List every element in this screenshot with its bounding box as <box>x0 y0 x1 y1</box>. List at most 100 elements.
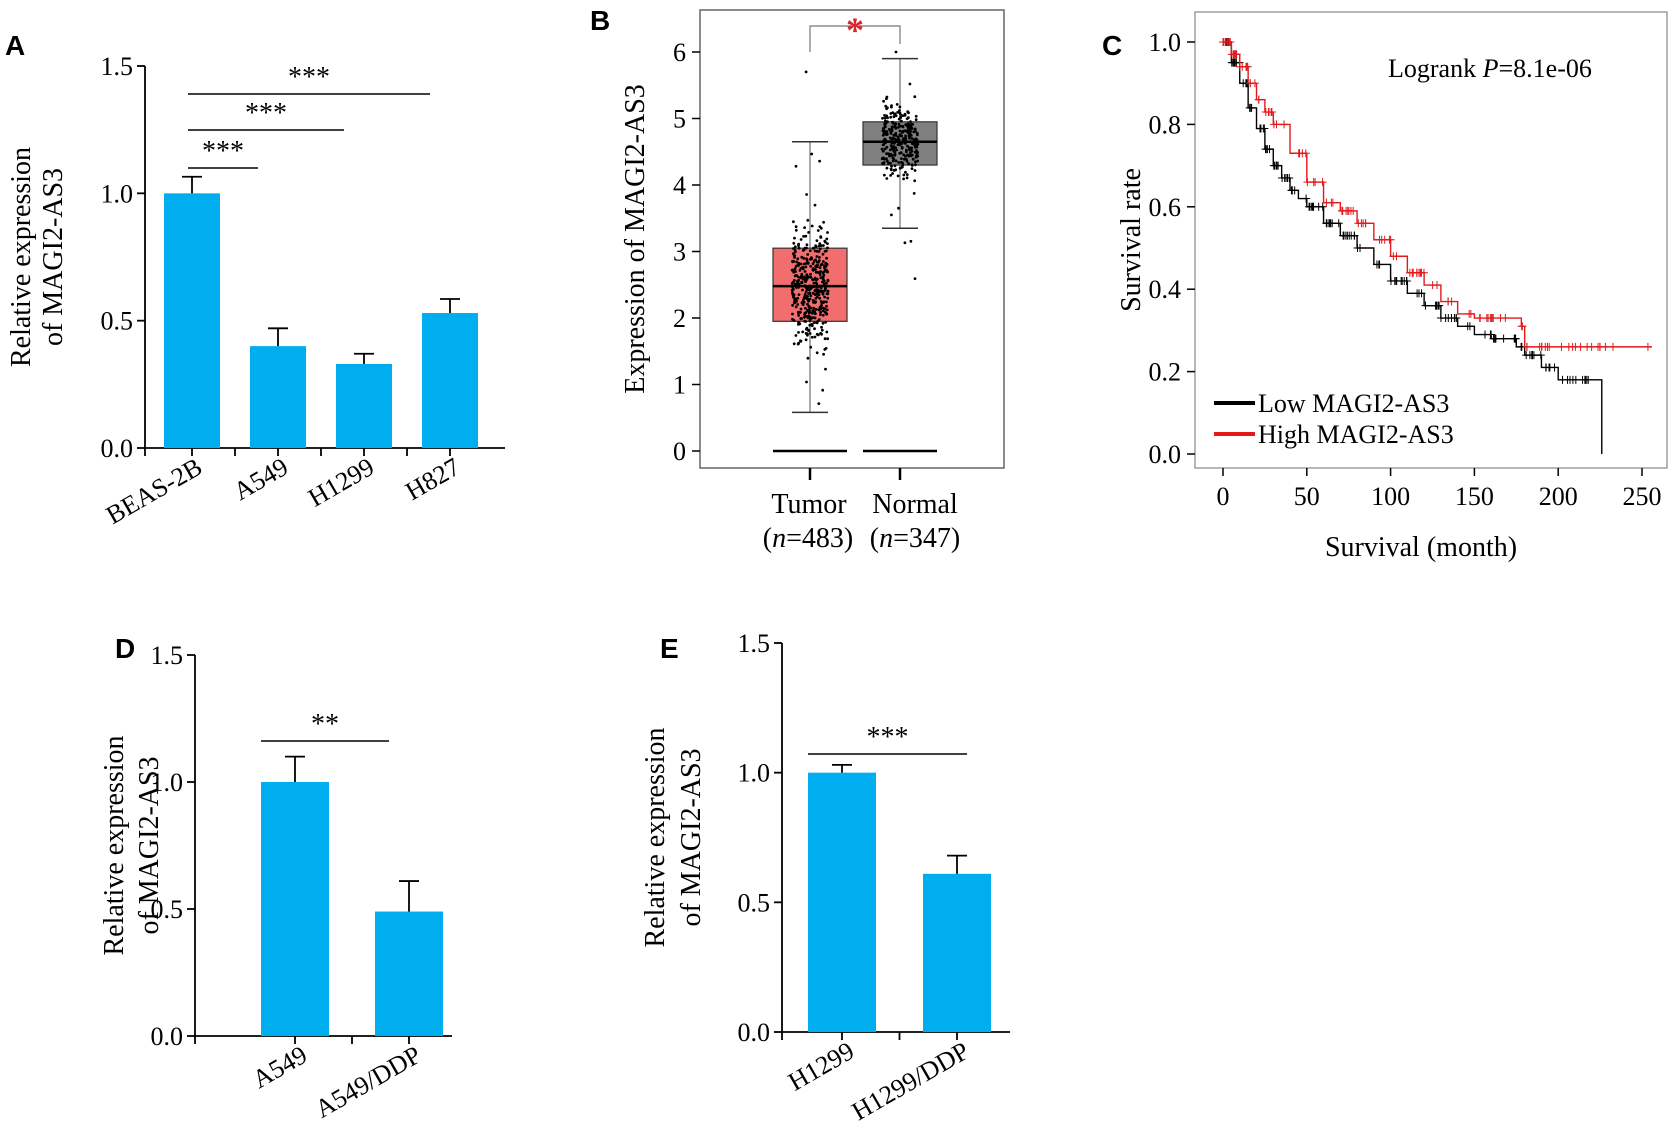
data-point <box>793 282 797 286</box>
data-point <box>815 332 819 336</box>
data-point <box>882 127 885 130</box>
y-tick-label: 0.0 <box>1149 440 1182 469</box>
data-point <box>814 268 817 271</box>
data-point <box>809 264 813 268</box>
data-point <box>815 239 819 243</box>
bar <box>250 346 306 448</box>
y-tick-label: 6 <box>673 38 686 67</box>
y-axis-label: Survival rate <box>1116 168 1147 312</box>
x-tick-label: 100 <box>1371 482 1410 511</box>
data-point <box>821 252 825 256</box>
data-point <box>813 249 817 253</box>
data-point <box>900 157 903 161</box>
data-point <box>823 310 827 314</box>
censor-mark <box>1408 268 1417 277</box>
data-point <box>882 99 885 103</box>
data-point <box>804 278 808 282</box>
data-point <box>816 229 820 232</box>
censor-mark <box>1416 268 1425 277</box>
censor-mark <box>1417 289 1426 298</box>
data-point <box>882 143 885 147</box>
data-point <box>818 296 822 300</box>
data-point <box>795 260 798 264</box>
data-point <box>894 50 898 54</box>
censor-mark <box>1302 194 1311 203</box>
panel-label: D <box>115 633 135 664</box>
y-tick-label: 0.0 <box>151 1022 184 1051</box>
data-point <box>803 270 807 273</box>
censor-mark <box>1541 342 1550 351</box>
data-point <box>902 177 905 181</box>
data-point <box>806 308 810 312</box>
box <box>862 121 938 166</box>
data-point <box>898 143 902 147</box>
censor-mark <box>1490 334 1499 343</box>
data-point <box>821 388 825 392</box>
bar <box>336 363 392 448</box>
y-axis-label: of MAGI2-AS3 <box>134 756 165 934</box>
y-tick-label: 1.0 <box>1149 28 1182 57</box>
x-tick-label: 50 <box>1294 482 1320 511</box>
data-point <box>808 323 812 327</box>
y-tick-label: 0.8 <box>1149 110 1182 139</box>
data-point <box>905 173 909 177</box>
data-point <box>792 342 796 346</box>
data-point <box>804 320 808 323</box>
y-tick-label: 3 <box>673 238 686 267</box>
censor-mark <box>1386 235 1395 244</box>
data-point <box>813 335 817 339</box>
data-point <box>816 319 820 323</box>
y-tick-label: 0.5 <box>101 307 134 336</box>
data-point <box>811 262 815 266</box>
significance-stars: *** <box>867 722 909 753</box>
data-point <box>908 153 912 157</box>
data-point <box>888 136 892 140</box>
survival-curve <box>1223 41 1653 348</box>
data-point <box>882 161 886 164</box>
significance-stars: *** <box>245 98 287 129</box>
panel-label: B <box>590 5 610 36</box>
data-point <box>883 173 886 177</box>
data-point <box>805 380 808 384</box>
data-point <box>912 192 916 195</box>
data-point <box>813 327 816 331</box>
data-point <box>893 146 897 150</box>
data-point <box>793 256 796 259</box>
data-point <box>898 105 902 109</box>
bar <box>923 873 991 1032</box>
data-point <box>794 305 798 309</box>
censor-mark <box>1255 124 1264 133</box>
data-point <box>819 289 823 293</box>
data-point <box>805 273 809 276</box>
censor-mark <box>1435 301 1444 310</box>
data-point <box>910 149 914 153</box>
data-point <box>790 282 794 285</box>
data-point <box>818 266 822 269</box>
data-point <box>905 148 908 152</box>
data-point <box>819 263 823 267</box>
legend-label: Low MAGI2-AS3 <box>1258 389 1449 418</box>
data-point <box>885 177 889 180</box>
data-point <box>823 348 827 351</box>
data-point <box>896 143 900 147</box>
data-point <box>797 279 800 283</box>
panel-A: A 0.0 0.5 1.0 1.5 Relative expression of MAGI2… <box>5 30 505 530</box>
data-point <box>898 111 902 115</box>
censor-mark <box>1230 58 1239 67</box>
data-point <box>808 249 812 253</box>
data-point <box>899 116 902 120</box>
data-point <box>889 148 892 152</box>
data-point <box>895 148 898 152</box>
data-point <box>804 234 808 238</box>
y-tick-label: 0.5 <box>738 888 771 917</box>
panel-D: D 0.0 0.5 1.0 1.5 Relative expression of MAGI2… <box>99 633 452 1124</box>
data-point <box>914 129 917 133</box>
data-point <box>915 152 919 156</box>
data-point <box>886 132 889 136</box>
data-point <box>913 127 917 131</box>
data-point <box>906 129 909 132</box>
data-point <box>913 143 917 147</box>
censor-mark <box>1499 334 1508 343</box>
significance-stars: *** <box>202 136 244 167</box>
data-point <box>909 239 913 243</box>
